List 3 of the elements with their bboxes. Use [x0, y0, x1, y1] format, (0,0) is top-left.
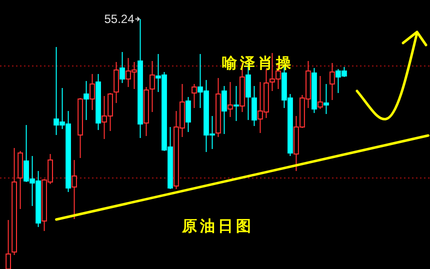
annotation: 喻泽肖操 — [222, 56, 294, 72]
annotation: 原油日图 — [182, 219, 254, 235]
annotation: 55.24 — [104, 12, 134, 26]
